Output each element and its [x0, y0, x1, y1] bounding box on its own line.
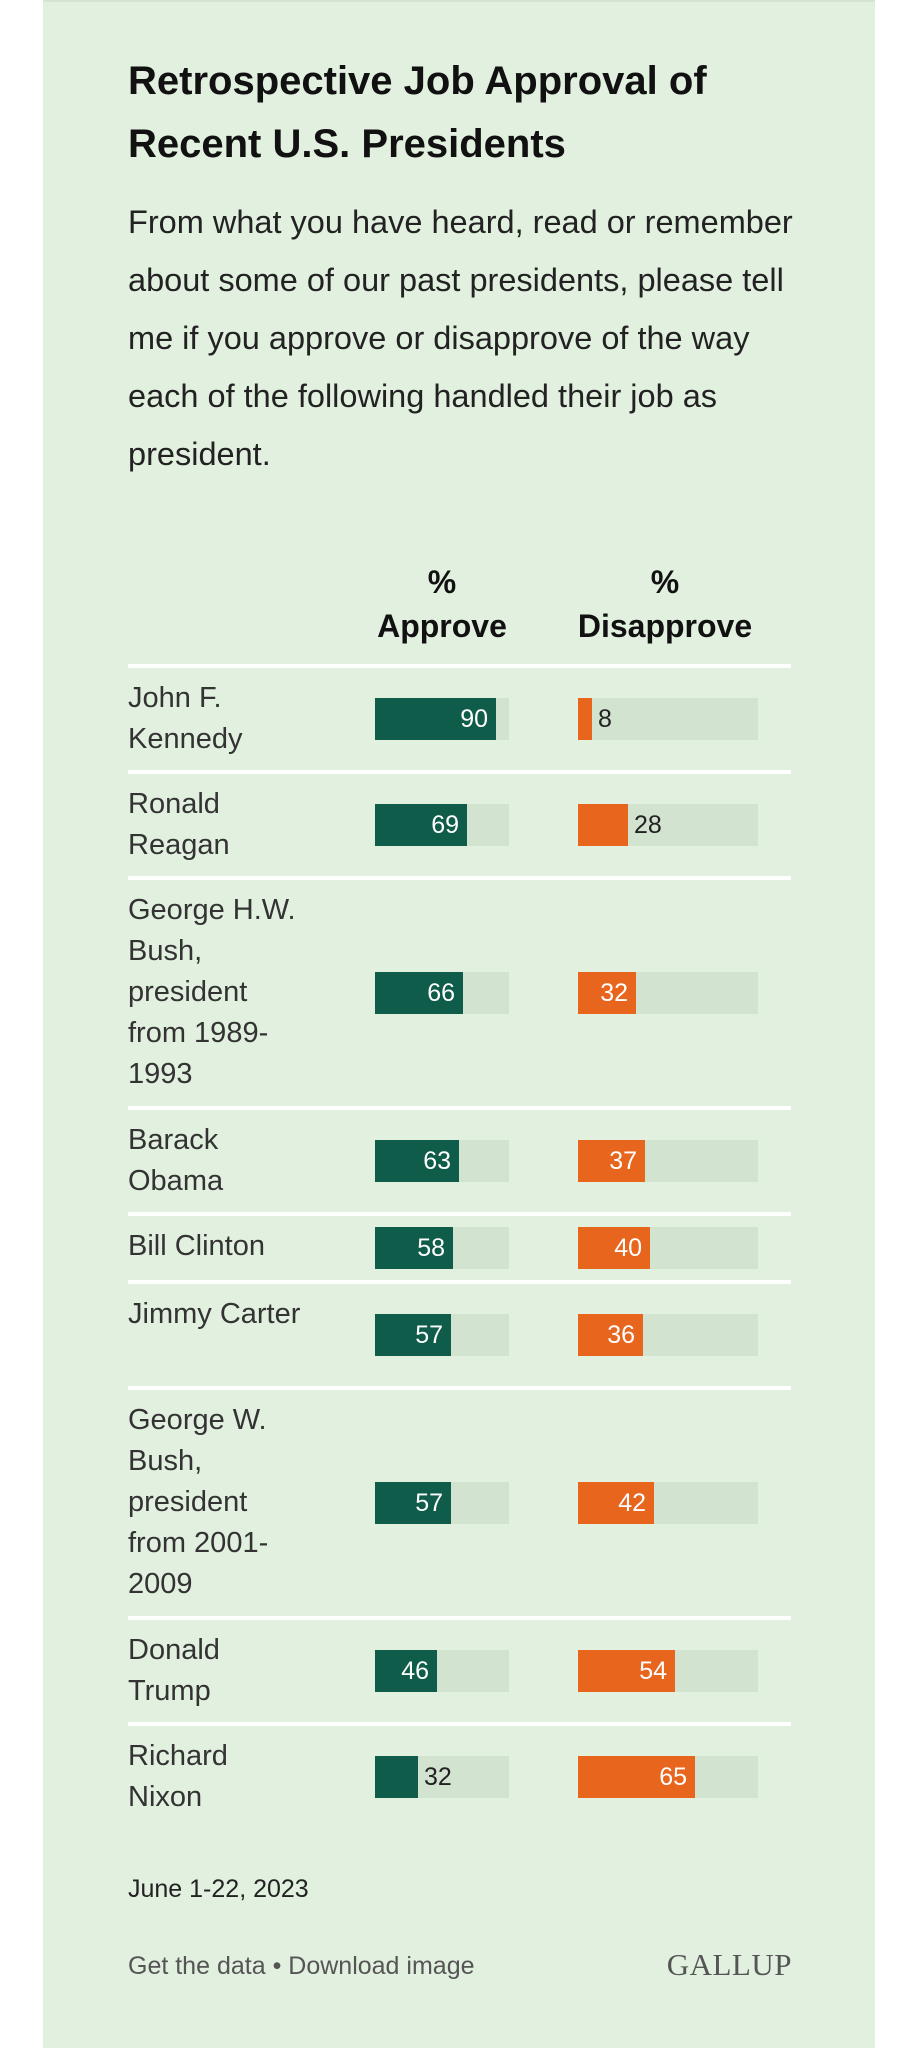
approve-bar	[375, 1314, 451, 1356]
gallup-logo: GALLUP	[666, 1947, 792, 1982]
disapprove-bar-track: 36	[578, 1314, 758, 1356]
disapprove-value-label: 42	[618, 1489, 646, 1517]
approve-bar	[375, 1227, 453, 1269]
approve-column-header: % Approve	[375, 560, 509, 648]
disapprove-bar	[578, 804, 628, 846]
disapprove-value-label: 36	[607, 1321, 635, 1349]
disapprove-header-symbol: %	[650, 564, 680, 600]
download-image-link[interactable]: Download image	[288, 1952, 475, 1980]
chart-card	[43, 0, 875, 2048]
approve-value-label: 58	[417, 1234, 445, 1262]
disapprove-bar	[578, 1482, 654, 1524]
approve-bar	[375, 972, 463, 1014]
approve-bar-track: 57	[375, 1314, 509, 1356]
disapprove-bar	[578, 1227, 650, 1269]
row-divider	[128, 1616, 791, 1620]
category-label: Barack Obama	[128, 1124, 224, 1197]
approve-value-label: 63	[423, 1147, 451, 1175]
category-label: Bill Clinton	[128, 1230, 265, 1262]
approve-bar-track: 46	[375, 1650, 509, 1692]
disapprove-value-label: 54	[639, 1657, 667, 1685]
approve-value-label: 69	[431, 811, 459, 839]
category-label: Richard Nixon	[128, 1740, 228, 1813]
get-data-link[interactable]: Get the data	[128, 1952, 266, 1980]
chart-title: Retrospective Job Approval of Recent U.S…	[128, 59, 707, 166]
approve-bar-track: 57	[375, 1482, 509, 1524]
approve-bar	[375, 698, 496, 740]
survey-date: June 1-22, 2023	[128, 1875, 309, 1903]
disapprove-bar-track: 28	[578, 804, 758, 846]
disapprove-bar-track: 40	[578, 1227, 758, 1269]
disapprove-value-label: 65	[659, 1763, 687, 1791]
disapprove-bar-track: 8	[578, 698, 758, 740]
disapprove-value-label: 32	[600, 979, 628, 1007]
disapprove-bar	[578, 1140, 645, 1182]
category-label: John F. Kennedy	[128, 682, 243, 755]
approve-bar-track: 32	[375, 1756, 509, 1798]
disapprove-bar	[578, 972, 636, 1014]
approve-bar	[375, 1650, 437, 1692]
chart-subtitle: From what you have heard, read or rememb…	[128, 204, 793, 472]
approve-bar-track: 69	[375, 804, 509, 846]
approve-value-label: 90	[460, 705, 488, 733]
disapprove-bar	[578, 698, 592, 740]
row-divider	[128, 876, 791, 880]
category-label: Jimmy Carter	[128, 1298, 301, 1330]
disapprove-value-label: 8	[598, 705, 612, 733]
disapprove-value-label: 37	[609, 1147, 637, 1175]
footer-separator: •	[272, 1952, 282, 1980]
approve-bar	[375, 804, 467, 846]
disapprove-bar	[578, 1650, 675, 1692]
row-divider	[128, 1280, 791, 1284]
disapprove-value-label: 28	[634, 811, 662, 839]
disapprove-bar-track: 37	[578, 1140, 758, 1182]
row-divider	[128, 1212, 791, 1216]
approve-value-label: 32	[424, 1763, 452, 1791]
disapprove-bar	[578, 1314, 643, 1356]
disapprove-bar-track: 42	[578, 1482, 758, 1524]
approve-bar-track: 66	[375, 972, 509, 1014]
disapprove-bar-track: 54	[578, 1650, 758, 1692]
row-divider	[128, 770, 791, 774]
approve-header-symbol: %	[427, 564, 457, 600]
footer-links: Get the data • Download image	[128, 1952, 475, 1981]
approve-bar-track: 58	[375, 1227, 509, 1269]
approve-bar-track: 90	[375, 698, 509, 740]
row-divider	[128, 1386, 791, 1390]
approve-value-label: 57	[415, 1321, 443, 1349]
row-divider	[128, 664, 791, 668]
approve-value-label: 57	[415, 1489, 443, 1517]
disapprove-bar-track: 65	[578, 1756, 758, 1798]
category-label: George W. Bush, president from 2001-2009	[128, 1404, 269, 1600]
approve-bar	[375, 1140, 459, 1182]
disapprove-bar-track: 32	[578, 972, 758, 1014]
category-label: George H.W. Bush, president from 1989-19…	[128, 894, 296, 1090]
approve-value-label: 46	[401, 1657, 429, 1685]
approve-header-label: Approve	[377, 608, 507, 644]
category-label: Donald Trump	[128, 1634, 220, 1707]
disapprove-bar	[578, 1756, 695, 1798]
row-divider	[128, 1106, 791, 1110]
approve-bar-track: 63	[375, 1140, 509, 1182]
approve-bar	[375, 1482, 451, 1524]
approve-value-label: 66	[427, 979, 455, 1007]
disapprove-header-label: Disapprove	[577, 608, 753, 644]
disapprove-column-header: % Disapprove	[560, 560, 770, 648]
top-border	[43, 0, 875, 2]
row-divider	[128, 1722, 791, 1726]
approve-bar	[375, 1756, 418, 1798]
disapprove-value-label: 40	[614, 1234, 642, 1262]
category-label: Ronald Reagan	[128, 788, 230, 861]
